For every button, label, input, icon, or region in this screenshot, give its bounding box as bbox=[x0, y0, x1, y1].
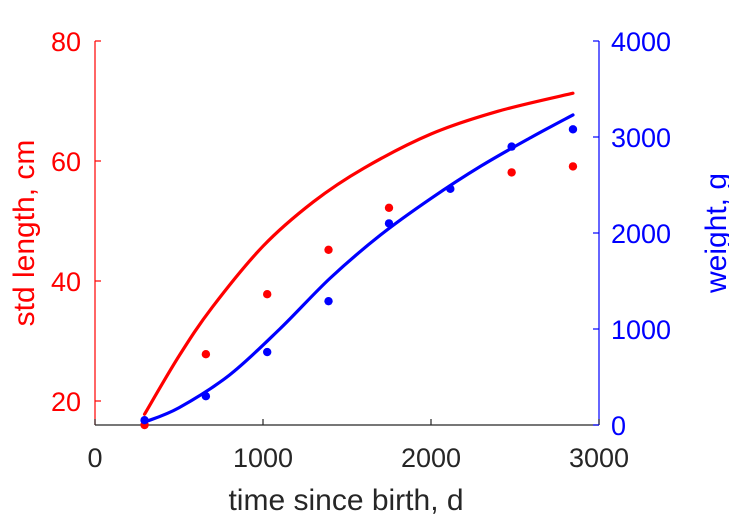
length-data-point bbox=[201, 350, 211, 359]
length-data-point bbox=[263, 290, 272, 299]
x-tick-label: 2000 bbox=[401, 443, 461, 473]
weight-fit-line bbox=[142, 113, 575, 424]
x-tick-label: 0 bbox=[87, 443, 102, 473]
length-fit-line bbox=[142, 91, 575, 416]
left-y-tick-label: 80 bbox=[51, 27, 81, 57]
left-y-axis-label: std length, cm bbox=[8, 140, 41, 327]
right-y-tick-label: 4000 bbox=[611, 27, 671, 57]
length-data-point bbox=[507, 168, 516, 177]
tick-labels: 0 1000 2000 3000 20 40 60 80 0 1000 2000 3000 4000 bbox=[51, 27, 671, 473]
right-y-tick-label: 1000 bbox=[611, 315, 671, 345]
length-data-point bbox=[324, 245, 333, 254]
right-y-tick-label: 3000 bbox=[611, 123, 671, 153]
right-y-axis-label: weight, g bbox=[700, 173, 729, 294]
chart-marks bbox=[140, 91, 578, 430]
weight-data-point bbox=[263, 347, 272, 357]
left-y-tick-label: 20 bbox=[51, 387, 81, 417]
x-tick-label: 1000 bbox=[233, 443, 293, 473]
length-data-point bbox=[568, 162, 578, 171]
left-y-tick-label: 40 bbox=[51, 267, 81, 297]
weight-data-point bbox=[568, 125, 578, 134]
length-data-point bbox=[384, 203, 394, 212]
x-axis-label: time since birth, d bbox=[228, 484, 463, 517]
x-tick-label: 3000 bbox=[569, 443, 629, 473]
axes bbox=[94, 40, 600, 426]
weight-data-point bbox=[324, 296, 333, 306]
right-y-tick-label: 0 bbox=[611, 411, 626, 441]
left-y-tick-label: 60 bbox=[51, 147, 81, 177]
right-y-tick-label: 2000 bbox=[611, 219, 671, 249]
